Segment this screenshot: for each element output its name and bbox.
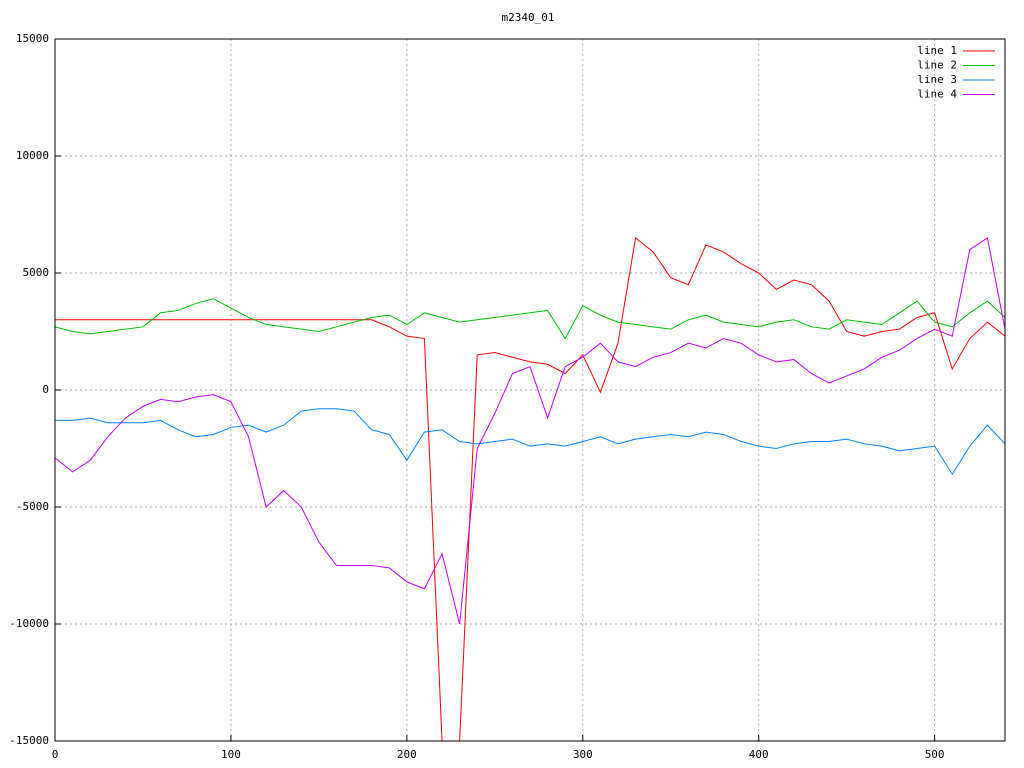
legend-label: line 4 — [917, 88, 957, 101]
y-tick-label: 10000 — [16, 149, 49, 162]
series-line — [55, 236, 1005, 741]
x-tick-label: 0 — [52, 748, 59, 761]
x-tick-label: 500 — [925, 748, 945, 761]
y-tick-label: 5000 — [23, 266, 50, 279]
x-tick-label: 300 — [573, 748, 593, 761]
grid — [54, 38, 1005, 742]
x-tick-label: 100 — [221, 748, 241, 761]
legend-label: line 3 — [917, 73, 957, 86]
y-tick-label: -15000 — [9, 734, 49, 747]
y-tick-label: 15000 — [16, 32, 49, 45]
y-tick-label: 0 — [42, 383, 49, 396]
x-tick-label: 200 — [397, 748, 417, 761]
series-line — [55, 408, 1005, 476]
legend-label: line 2 — [917, 59, 957, 72]
y-tick-label: -10000 — [9, 617, 49, 630]
chart-title: m2340_01 — [502, 11, 555, 24]
series-line — [55, 298, 1005, 340]
series-line — [55, 237, 1005, 625]
plot-lines — [55, 236, 1005, 741]
legend-label: line 1 — [917, 44, 957, 57]
x-tick-label: 400 — [749, 748, 769, 761]
y-tick-label: -5000 — [16, 500, 49, 513]
